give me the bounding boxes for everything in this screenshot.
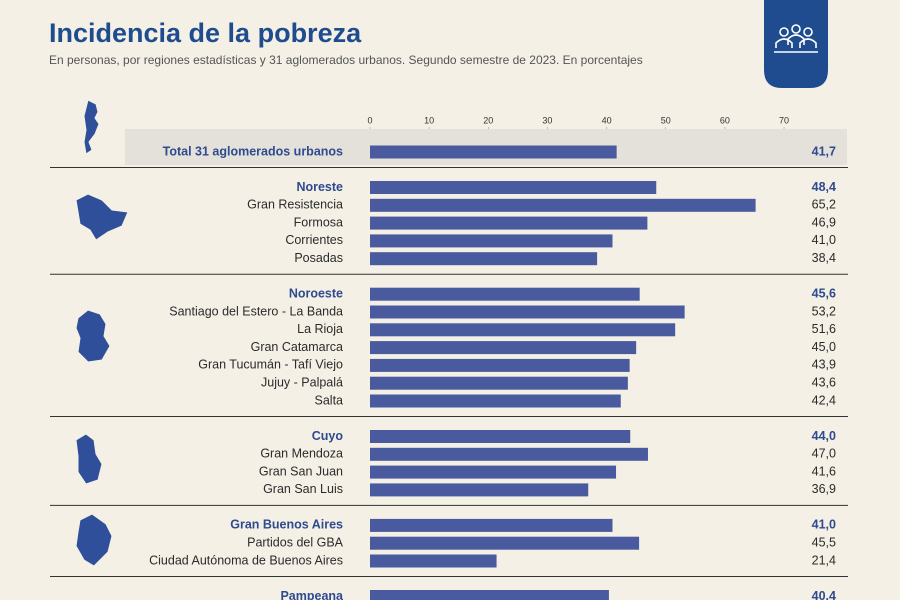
- region-maps: [75, 99, 129, 567]
- value-label: 65,2: [812, 198, 836, 212]
- category-label: Corrientes: [285, 233, 343, 247]
- map-noreste: [75, 193, 129, 241]
- x-tick-label: 30: [542, 115, 552, 125]
- bar: [370, 518, 613, 532]
- category-label: Gran San Luis: [263, 482, 343, 496]
- bar: [370, 341, 637, 355]
- map-argentina: [83, 99, 100, 155]
- category-label: Gran Buenos Aires: [230, 518, 343, 532]
- value-label: 45,5: [812, 535, 836, 549]
- category-label: Gran Tucumán - Tafí Viejo: [198, 358, 343, 372]
- category-label: Jujuy - Palpalá: [261, 375, 343, 389]
- x-tick-label: 60: [720, 115, 730, 125]
- category-label: Gran San Juan: [259, 464, 343, 478]
- value-label: 21,4: [812, 553, 836, 567]
- bar: [370, 145, 617, 159]
- x-tick-label: 40: [602, 115, 612, 125]
- value-label: 38,4: [812, 251, 836, 265]
- bar: [370, 234, 613, 248]
- category-label: La Rioja: [297, 322, 343, 336]
- map-cuyo: [75, 433, 103, 485]
- bar: [370, 376, 628, 390]
- x-tick-label: 10: [424, 115, 434, 125]
- chart-subtitle: En personas, por regiones estadísticas y…: [49, 53, 643, 67]
- x-tick-label: 70: [779, 115, 789, 125]
- bar: [370, 323, 676, 337]
- bar: [370, 358, 630, 372]
- bar: [370, 430, 631, 443]
- value-label: 53,2: [812, 304, 836, 318]
- bar: [370, 447, 648, 461]
- bar: [370, 305, 685, 319]
- x-tick-label: 0: [367, 115, 372, 125]
- value-label: 47,0: [812, 447, 836, 461]
- x-tick-label: 20: [483, 115, 493, 125]
- value-label: 51,6: [812, 322, 836, 336]
- category-label: Santiago del Estero - La Banda: [169, 304, 343, 318]
- value-label: 43,6: [812, 375, 836, 389]
- value-label: 36,9: [812, 482, 836, 496]
- category-label: Ciudad Autónoma de Buenos Aires: [149, 553, 343, 567]
- bar: [370, 181, 657, 194]
- value-label: 48,4: [812, 180, 836, 194]
- value-label: 45,0: [812, 340, 836, 354]
- bar: [370, 465, 617, 479]
- header-badge: [764, 0, 828, 88]
- bar: [370, 536, 640, 550]
- value-label: 41,7: [812, 144, 836, 158]
- value-label: 42,4: [812, 393, 836, 407]
- map-noroeste: [75, 309, 111, 363]
- category-label: Gran Mendoza: [260, 447, 343, 461]
- x-tick-label: 50: [661, 115, 671, 125]
- category-label: Noroeste: [289, 286, 343, 300]
- map-gba: [75, 513, 113, 567]
- category-label: Cuyo: [312, 429, 344, 443]
- bar: [370, 483, 589, 497]
- category-label: Formosa: [294, 215, 343, 229]
- category-label: Total 31 aglomerados urbanos: [163, 144, 343, 158]
- bar: [370, 216, 648, 230]
- bar: [370, 554, 497, 568]
- category-label: Gran Catamarca: [251, 340, 343, 354]
- category-label: Noreste: [296, 180, 343, 194]
- value-label: 43,9: [812, 358, 836, 372]
- category-label: Posadas: [294, 251, 343, 265]
- value-label: 45,6: [812, 286, 836, 300]
- value-label: 46,9: [812, 215, 836, 229]
- value-label: 44,0: [812, 429, 836, 443]
- bar: [370, 394, 621, 408]
- value-label: 41,6: [812, 464, 836, 478]
- value-label: 40,4: [812, 589, 836, 600]
- category-label: Pampeana: [280, 589, 344, 600]
- value-label: 41,0: [812, 233, 836, 247]
- category-label: Gran Resistencia: [247, 198, 343, 212]
- bar: [370, 252, 598, 266]
- chart-title: Incidencia de la pobreza: [49, 18, 362, 48]
- bar: [370, 198, 756, 212]
- value-label: 41,0: [812, 518, 836, 532]
- bar: [370, 287, 640, 301]
- bar: [370, 590, 609, 600]
- category-label: Salta: [315, 393, 344, 407]
- category-label: Partidos del GBA: [247, 535, 344, 549]
